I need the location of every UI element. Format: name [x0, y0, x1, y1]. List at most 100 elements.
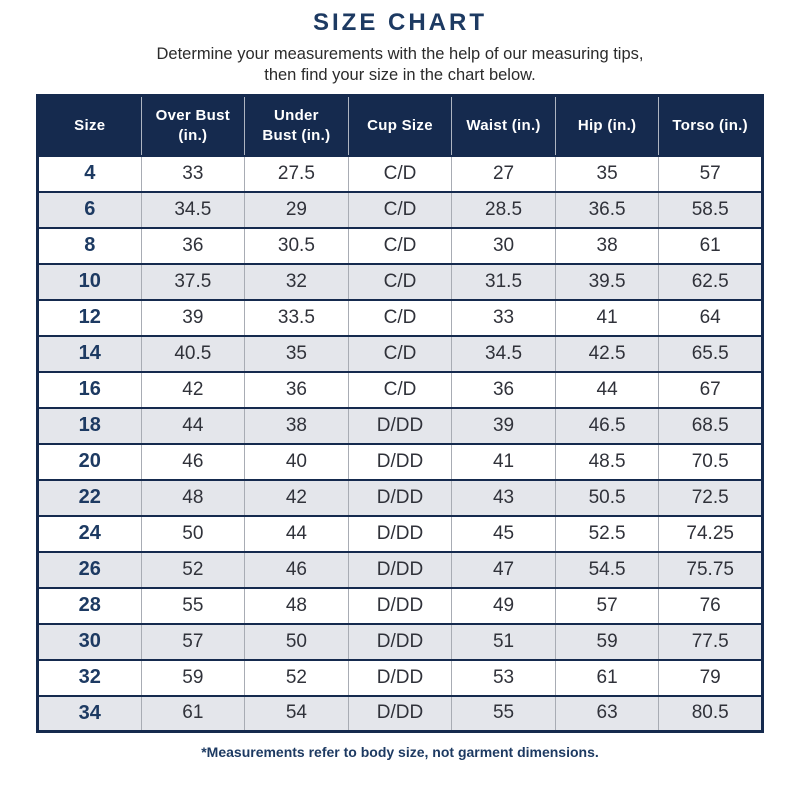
table-row: 8 36 30.5 C/D 30 38 61 [37, 226, 763, 264]
cell: 58.5 [658, 190, 763, 228]
cell: 28.5 [451, 190, 556, 228]
cell: 53 [451, 658, 556, 696]
page-title: SIZE CHART [313, 9, 487, 36]
cell: 46.5 [554, 406, 659, 444]
cell: 36 [140, 226, 245, 264]
cell: 76 [658, 586, 763, 624]
cell-size: 14 [37, 334, 142, 372]
cell: 44 [140, 406, 245, 444]
cell-size: 34 [37, 694, 142, 732]
cell-size: 10 [37, 262, 142, 300]
cell: 50 [244, 622, 349, 660]
footnote: *Measurements refer to body size, not ga… [201, 744, 599, 761]
cell: 46 [244, 550, 349, 588]
cell: 37.5 [140, 262, 245, 300]
cell: 27 [451, 154, 556, 192]
cell-size: 12 [37, 298, 142, 336]
cell: D/DD [347, 658, 452, 696]
cell: 30.5 [244, 226, 349, 264]
cell: 50.5 [554, 478, 659, 516]
cell: 41 [451, 442, 556, 480]
cell: 61 [658, 226, 763, 264]
table-row: 24 50 44 D/DD 45 52.5 74.25 [37, 514, 763, 552]
cell-size: 8 [37, 226, 142, 264]
cell: D/DD [347, 442, 452, 480]
cell: 55 [140, 586, 245, 624]
cell: C/D [347, 370, 452, 408]
table-row: 6 34.5 29 C/D 28.5 36.5 58.5 [37, 190, 763, 228]
cell: 49 [451, 586, 556, 624]
cell: 30 [451, 226, 556, 264]
cell: 35 [554, 154, 659, 192]
column-header-cup-size: Cup Size [347, 95, 452, 156]
cell: 67 [658, 370, 763, 408]
column-header-size: Size [37, 95, 142, 156]
cell: 34.5 [451, 334, 556, 372]
cell: D/DD [347, 514, 452, 552]
cell: 42 [244, 478, 349, 516]
cell: 44 [244, 514, 349, 552]
cell: 41 [554, 298, 659, 336]
cell: 35 [244, 334, 349, 372]
subtitle-line-1: Determine your measurements with the hel… [156, 44, 644, 63]
cell: 39 [140, 298, 245, 336]
cell: 33 [140, 154, 245, 192]
table-row: 16 42 36 C/D 36 44 67 [37, 370, 763, 408]
cell: D/DD [347, 586, 452, 624]
cell: D/DD [347, 478, 452, 516]
cell: 38 [554, 226, 659, 264]
table-row: 26 52 46 D/DD 47 54.5 75.75 [37, 550, 763, 588]
cell-size: 18 [37, 406, 142, 444]
size-chart-page: SIZE CHART Determine your measurements w… [0, 9, 800, 760]
cell: 55 [451, 694, 556, 732]
cell: 74.25 [658, 514, 763, 552]
cell: 29 [244, 190, 349, 228]
cell-size: 24 [37, 514, 142, 552]
cell: 70.5 [658, 442, 763, 480]
cell: 80.5 [658, 694, 763, 732]
cell: D/DD [347, 622, 452, 660]
cell: 33.5 [244, 298, 349, 336]
cell: 68.5 [658, 406, 763, 444]
cell: 65.5 [658, 334, 763, 372]
column-header-over-bust-in: Over Bust (in.) [140, 95, 245, 156]
cell: 42.5 [554, 334, 659, 372]
cell: 63 [554, 694, 659, 732]
table-row: 32 59 52 D/DD 53 61 79 [37, 658, 763, 696]
table-row: 34 61 54 D/DD 55 63 80.5 [37, 694, 763, 732]
cell-size: 26 [37, 550, 142, 588]
cell: 44 [554, 370, 659, 408]
cell: 40 [244, 442, 349, 480]
column-header-waist-in: Waist (in.) [451, 95, 556, 156]
cell: 40.5 [140, 334, 245, 372]
cell: 59 [554, 622, 659, 660]
cell: C/D [347, 226, 452, 264]
cell-size: 4 [37, 154, 142, 192]
cell-size: 28 [37, 586, 142, 624]
subtitle: Determine your measurements with the hel… [0, 44, 800, 88]
table-body: 4 33 27.5 C/D 27 35 57 6 34.5 29 C/D 28.5 36.5 58.5 8 3… [37, 154, 763, 732]
cell: 79 [658, 658, 763, 696]
cell: 51 [451, 622, 556, 660]
cell: C/D [347, 154, 452, 192]
cell: 47 [451, 550, 556, 588]
cell: 36.5 [554, 190, 659, 228]
cell: D/DD [347, 694, 452, 732]
cell: 54 [244, 694, 349, 732]
cell: 32 [244, 262, 349, 300]
cell: 38 [244, 406, 349, 444]
cell: 52 [140, 550, 245, 588]
cell: 72.5 [658, 478, 763, 516]
cell: 57 [658, 154, 763, 192]
table-header: Size Over Bust (in.) Under Bust (in.) Cup S… [37, 95, 763, 156]
table-row: 12 39 33.5 C/D 33 41 64 [37, 298, 763, 336]
cell: 75.75 [658, 550, 763, 588]
cell-size: 30 [37, 622, 142, 660]
cell: 48 [244, 586, 349, 624]
cell: 36 [451, 370, 556, 408]
cell: 48.5 [554, 442, 659, 480]
cell: 62.5 [658, 262, 763, 300]
cell-size: 16 [37, 370, 142, 408]
cell: 57 [554, 586, 659, 624]
cell: C/D [347, 262, 452, 300]
